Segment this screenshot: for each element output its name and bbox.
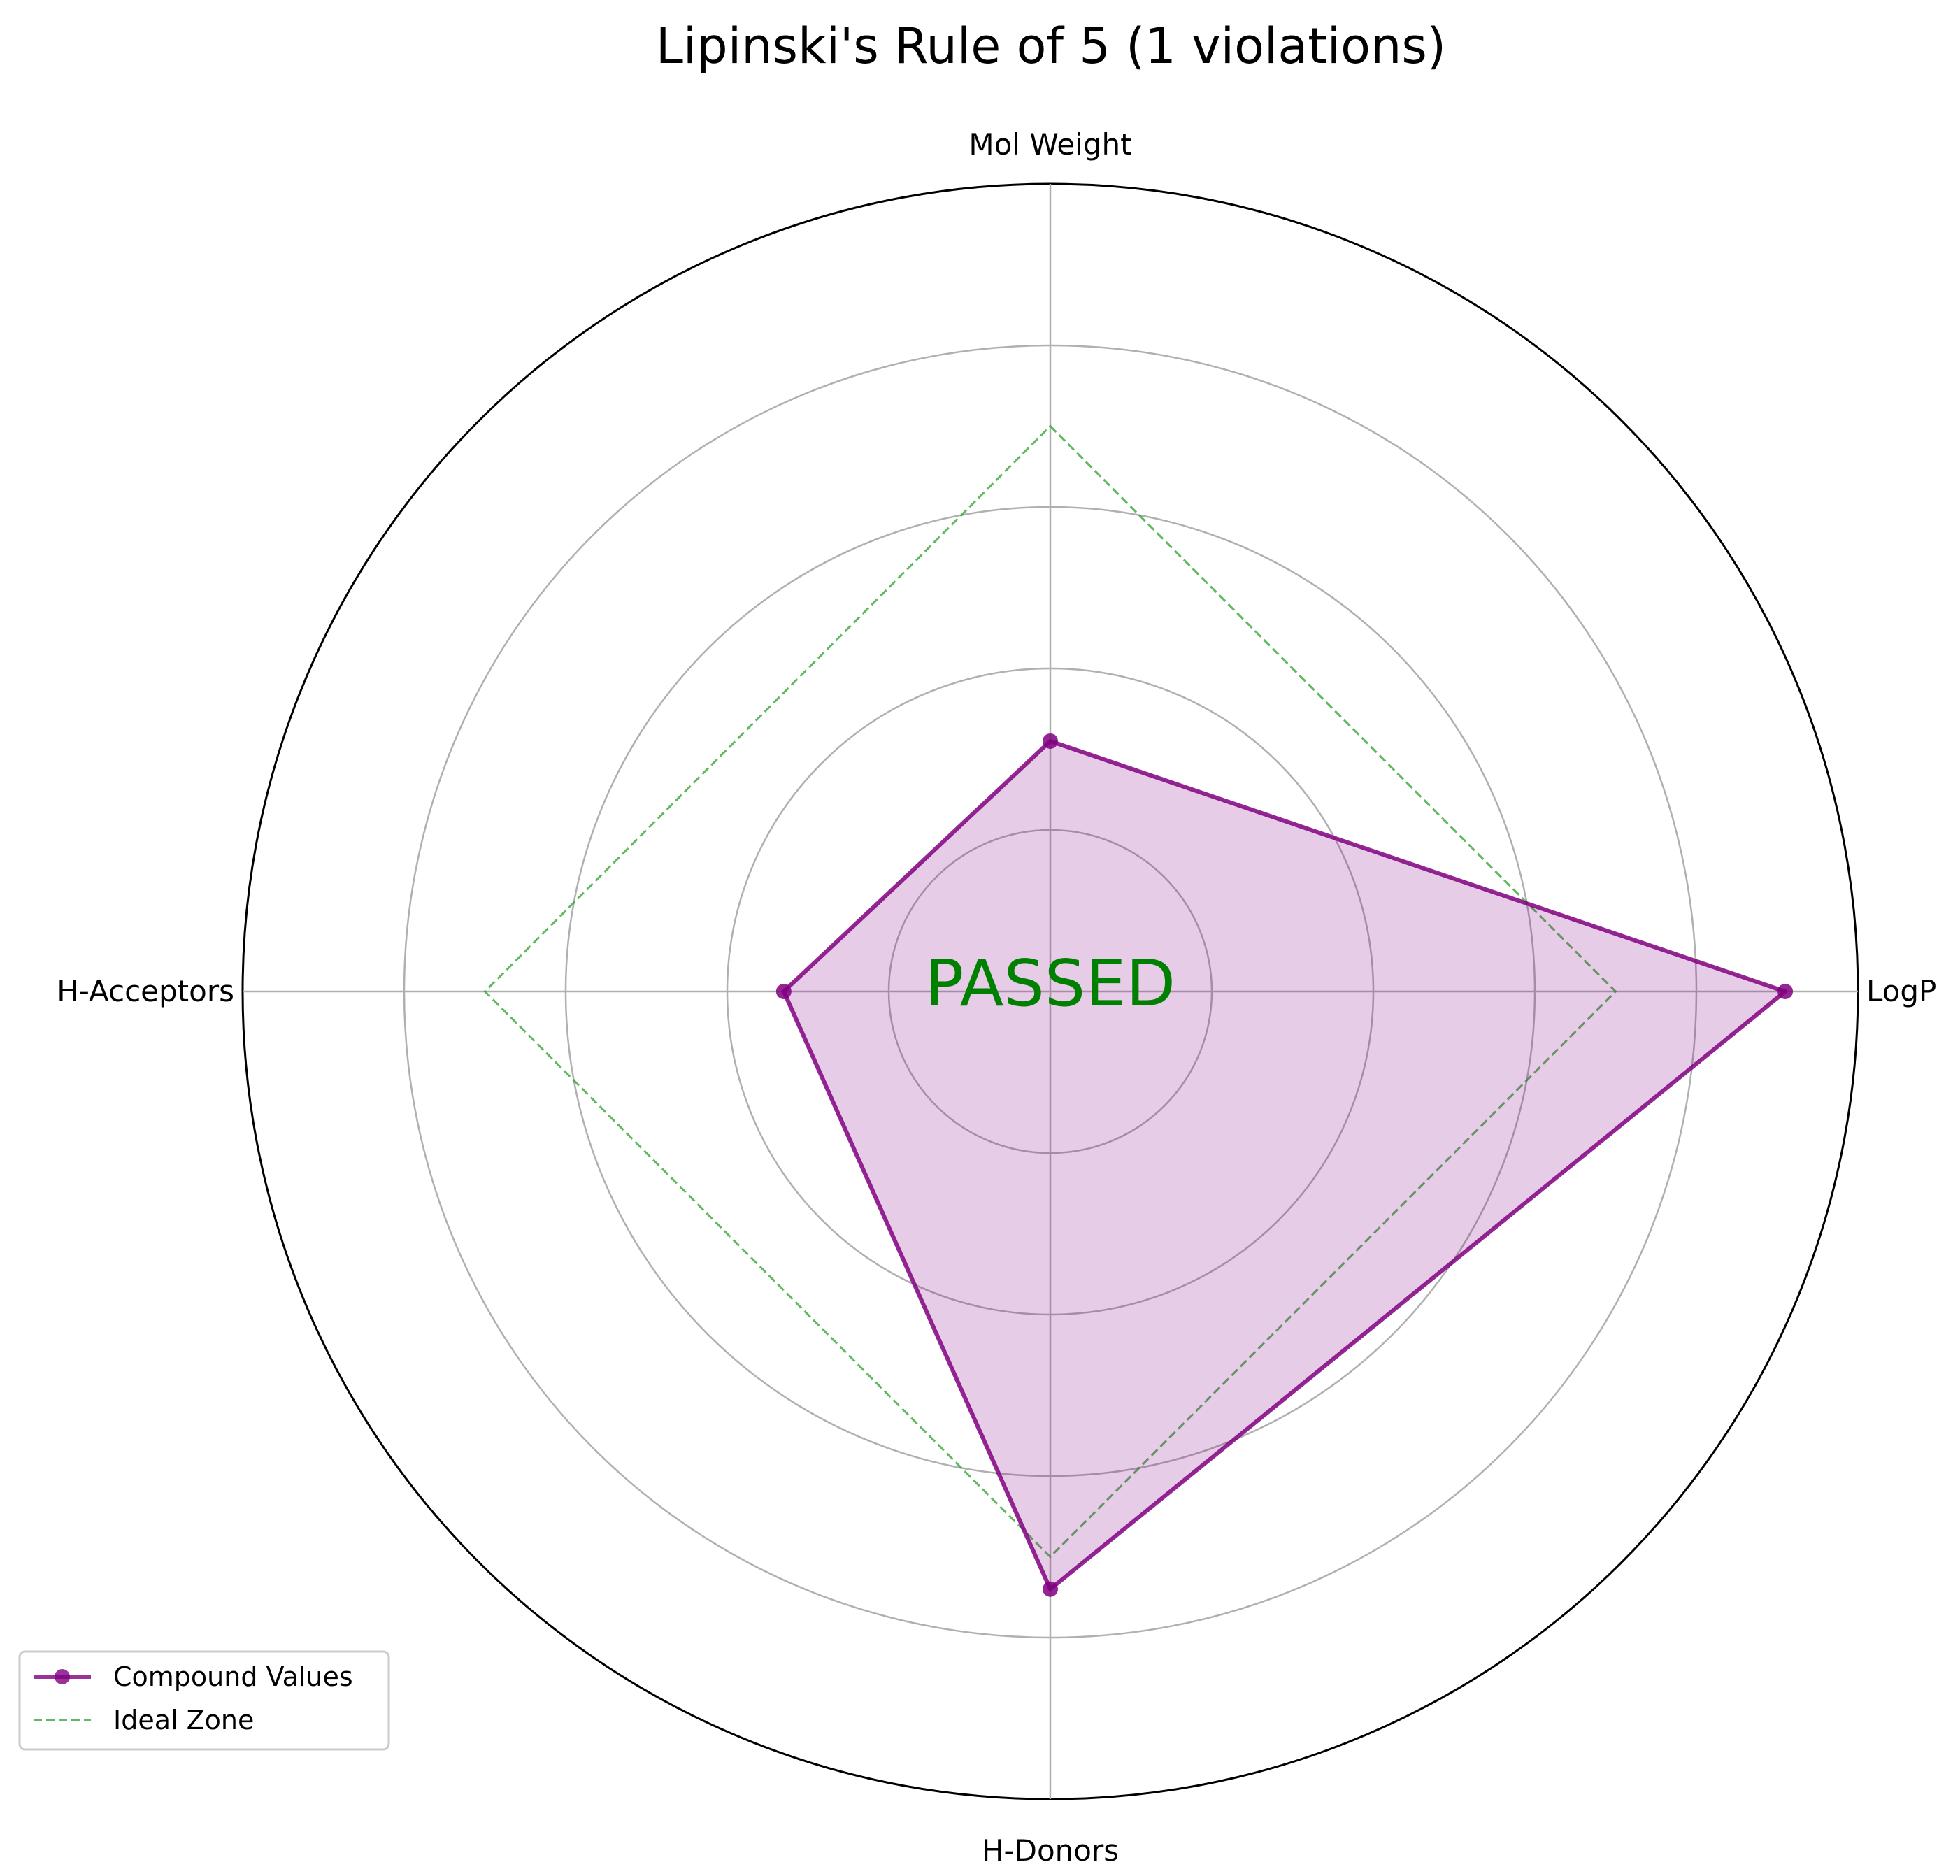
compound-point-mol-weight bbox=[1043, 733, 1058, 749]
legend-compound-label: Compound Values bbox=[113, 1661, 353, 1692]
axis-label-logp: LogP bbox=[1866, 974, 1936, 1008]
chart-title: Lipinski's Rule of 5 (1 violations) bbox=[656, 17, 1446, 75]
axis-label-mol-weight: Mol Weight bbox=[968, 127, 1131, 162]
compound-point-logp bbox=[1777, 984, 1794, 999]
compound-series-layer bbox=[775, 733, 1794, 1597]
radial-grid bbox=[241, 182, 1859, 1800]
legend: Compound Values Ideal Zone bbox=[18, 1650, 390, 1751]
legend-frame bbox=[18, 1650, 390, 1751]
ideal-zone-layer bbox=[483, 424, 1617, 1559]
legend-compound-marker bbox=[55, 1669, 70, 1684]
compound-point-h-acceptors bbox=[775, 984, 792, 999]
compound-fill bbox=[783, 740, 1786, 1589]
legend-ideal-label: Ideal Zone bbox=[113, 1705, 254, 1735]
axis-label-h-acceptors: H-Acceptors bbox=[57, 974, 234, 1008]
ideal-zone-polygon bbox=[483, 424, 1617, 1559]
center-status-label: PASSED bbox=[925, 946, 1175, 1021]
compound-point-h-donors bbox=[1043, 1581, 1058, 1597]
axis-label-h-donors: H-Donors bbox=[982, 1833, 1119, 1868]
axis-labels: Mol Weight LogP H-Donors H-Acceptors bbox=[57, 127, 1936, 1868]
